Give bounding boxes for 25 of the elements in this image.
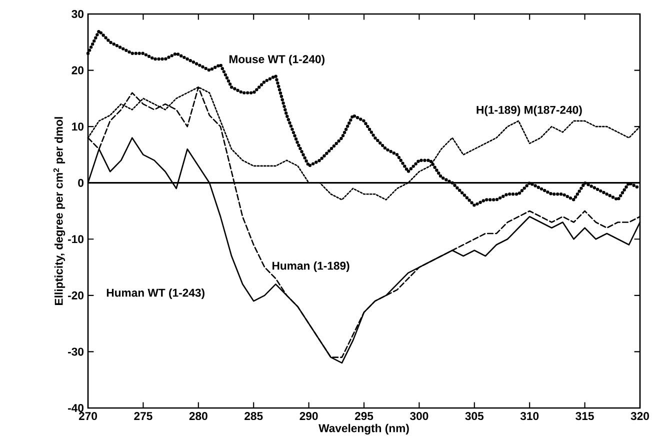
x-axis-title: Wavelength (nm) — [318, 424, 409, 435]
x-tick-label: 290 — [300, 412, 318, 420]
series-label: Mouse WT (1-240) — [229, 55, 324, 66]
y-tick-label: -40 — [68, 404, 84, 412]
x-tick-label: 300 — [410, 412, 428, 420]
x-tick-label: 270 — [78, 412, 97, 420]
y-tick-label: 10 — [72, 122, 84, 131]
x-tick-label: 280 — [189, 412, 208, 420]
x-tick-label: 320 — [630, 412, 649, 420]
series-label: Human (1-189) — [272, 262, 350, 272]
x-tick-label: 285 — [244, 412, 263, 420]
legend-label: Human WT (1-243) — [106, 288, 204, 300]
y-tick-label: -10 — [68, 235, 84, 244]
x-tick-label: 295 — [354, 412, 374, 420]
y-tick-label: 0 — [78, 179, 84, 188]
x-tick-label: 275 — [134, 412, 152, 420]
x-tick-label: 315 — [576, 412, 594, 420]
y-tick-label: 20 — [72, 66, 84, 74]
y-tick-label: 30 — [72, 10, 84, 18]
x-tick-label: 310 — [520, 412, 539, 420]
series-label: H(1-189) M(187-240) — [476, 106, 582, 116]
y-tick-label: -20 — [68, 292, 84, 300]
y-axis-title: Ellipticity, degree per cm$^{2}$ per dmol — [53, 117, 66, 306]
y-tick-label: -30 — [68, 348, 84, 356]
x-tick-label: 305 — [465, 412, 484, 420]
